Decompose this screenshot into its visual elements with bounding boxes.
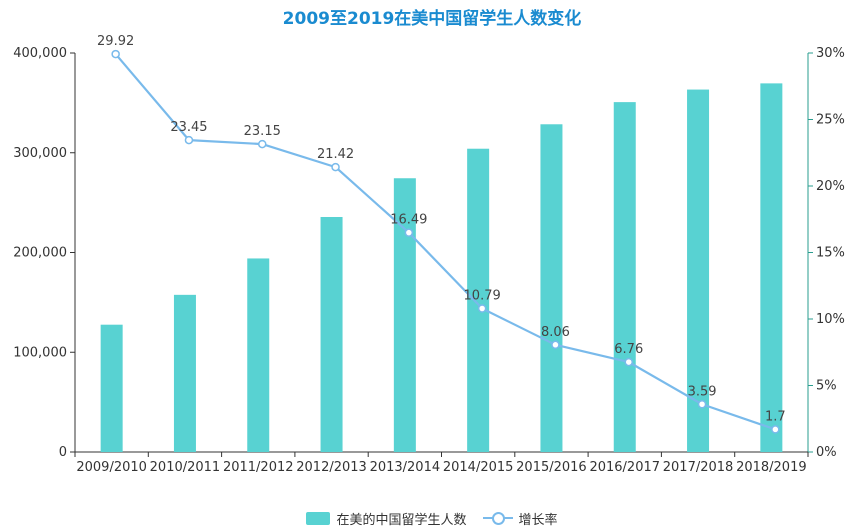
y-right-tick-label: 5%	[816, 379, 837, 394]
bar	[393, 178, 416, 452]
y-left-tick-label: 400,000	[13, 46, 67, 61]
line-point	[551, 340, 560, 350]
legend-item-bar-series[interactable]: 在美的中国留学生人数	[306, 509, 467, 528]
bar	[687, 89, 710, 452]
legend: 在美的中国留学生人数 增长率	[0, 508, 864, 528]
y-left-tick-label: 300,000	[13, 146, 67, 161]
legend-bar-label: 在美的中国留学生人数	[336, 512, 467, 528]
y-right-tick-label: 30%	[816, 46, 845, 61]
line-data-label: 29.92	[97, 34, 134, 49]
line-point	[697, 400, 707, 409]
x-tick-label: 2016/2017	[589, 460, 660, 475]
legend-bar-swatch	[306, 511, 331, 525]
y-left-tick-label: 0	[59, 445, 67, 460]
x-tick-label: 2015/2016	[516, 460, 587, 475]
y-right-tick-label: 10%	[816, 312, 845, 327]
line-point	[624, 357, 633, 367]
combo-chart: 0 100,000 200,000 300,000 400,000 0% 5% 10% 15% 2…	[13, 34, 845, 475]
x-tick-label: 2013/2014	[370, 460, 441, 475]
y-right-tick-label: 0%	[816, 445, 837, 460]
line-point	[771, 425, 780, 434]
x-tick-label: 2018/2019	[736, 460, 807, 475]
line-point	[404, 228, 414, 237]
line-point	[331, 162, 340, 172]
bar	[540, 124, 563, 453]
bar	[320, 216, 343, 452]
legend-line-label: 增长率	[518, 512, 558, 528]
line-point	[111, 49, 120, 59]
bar	[173, 294, 196, 452]
y-right-tick-label: 25%	[816, 113, 845, 128]
x-tick-label: 2014/2015	[443, 460, 514, 475]
line-point	[477, 304, 487, 313]
line-data-label: 1.7	[765, 409, 786, 424]
x-tick-label: 2012/2013	[296, 460, 367, 475]
legend-line-swatch	[482, 511, 513, 525]
y-right-tick-label: 20%	[816, 179, 845, 194]
line-data-label: 6.76	[614, 342, 643, 357]
bar	[613, 102, 636, 452]
line-data-label: 21.42	[317, 147, 354, 162]
growth-rate-line	[114, 53, 776, 431]
bar	[247, 258, 270, 452]
chart-title: 2009至2019在美中国留学生人数变化	[282, 9, 582, 29]
line-data-label: 3.59	[688, 384, 717, 399]
x-tick-label: 2011/2012	[223, 460, 294, 475]
bar	[100, 324, 123, 452]
line-data-label: 8.06	[541, 325, 570, 340]
line-data-label: 23.15	[244, 124, 281, 139]
y-left-tick-label: 100,000	[13, 345, 67, 360]
y-left-tick-label: 200,000	[13, 246, 67, 261]
line-data-label: 23.45	[170, 120, 207, 135]
y-right-tick-label: 15%	[816, 246, 845, 261]
x-tick-label: 2009/2010	[76, 460, 147, 475]
bar	[467, 148, 490, 452]
line-data-label: 16.49	[390, 213, 427, 228]
legend-item-line-series[interactable]: 增长率	[482, 509, 558, 528]
line-point	[258, 139, 267, 149]
x-tick-label: 2010/2011	[150, 460, 221, 475]
x-tick-label: 2017/2018	[663, 460, 734, 475]
line-point	[184, 135, 194, 145]
line-data-label: 10.79	[464, 288, 501, 303]
bar	[760, 83, 783, 453]
